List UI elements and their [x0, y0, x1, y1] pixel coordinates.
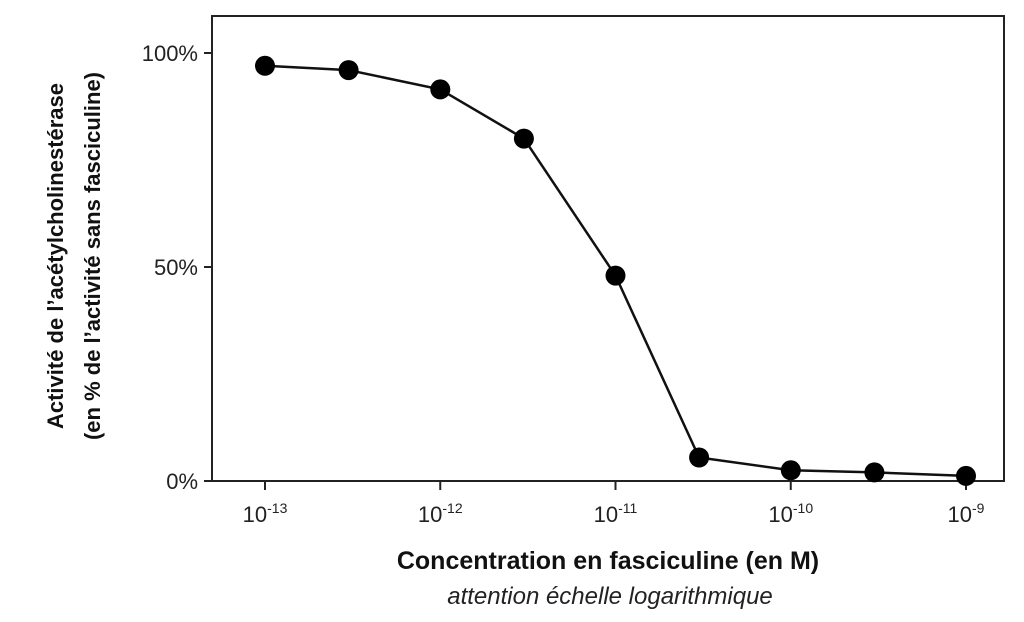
data-point: [338, 60, 359, 81]
x-tick-base: 10: [948, 502, 972, 527]
x-axis-title: Concentration en fasciculine (en M): [397, 547, 819, 575]
y-tick-label: 0%: [166, 469, 198, 494]
data-point: [430, 79, 451, 100]
data-point: [605, 265, 626, 286]
data-point: [956, 465, 976, 486]
x-tick-label: 10-12: [418, 500, 463, 527]
x-axis-note: attention échelle logarithmique: [447, 583, 773, 610]
y-tick-label: 50%: [154, 255, 198, 280]
x-tick-exponent: -12: [442, 500, 462, 516]
data-points: [255, 55, 976, 486]
x-tick-base: 10: [243, 502, 267, 527]
y-axis-title-line2: (en % de l’activité sans fasciculine): [80, 72, 105, 440]
data-point: [689, 447, 710, 468]
y-tick-label: 100%: [142, 41, 198, 66]
x-tick-label: 10-11: [594, 500, 638, 527]
x-tick-label: 10-13: [243, 500, 288, 527]
plot-frame: [211, 15, 1005, 482]
x-tick-label: 10-10: [768, 500, 813, 527]
data-point: [780, 460, 801, 481]
data-point: [864, 462, 885, 483]
x-tick-exponent: -9: [972, 500, 985, 516]
data-point: [513, 128, 534, 149]
x-tick-label: 10-9: [948, 500, 985, 527]
x-tick-exponent: -10: [793, 500, 813, 516]
y-axis: 0% 50% 100%: [142, 41, 212, 494]
x-tick-exponent: -13: [267, 500, 287, 516]
data-point: [255, 55, 275, 76]
y-axis-title-line1: Activité de l’acétylcholinestérase: [43, 83, 68, 429]
x-tick-exponent: -11: [618, 500, 637, 516]
x-tick-base: 10: [418, 502, 442, 527]
x-axis: 10-13 10-12 10-11 10-10 10-9: [243, 481, 985, 527]
x-tick-base: 10: [768, 502, 792, 527]
x-tick-base: 10: [594, 502, 618, 527]
